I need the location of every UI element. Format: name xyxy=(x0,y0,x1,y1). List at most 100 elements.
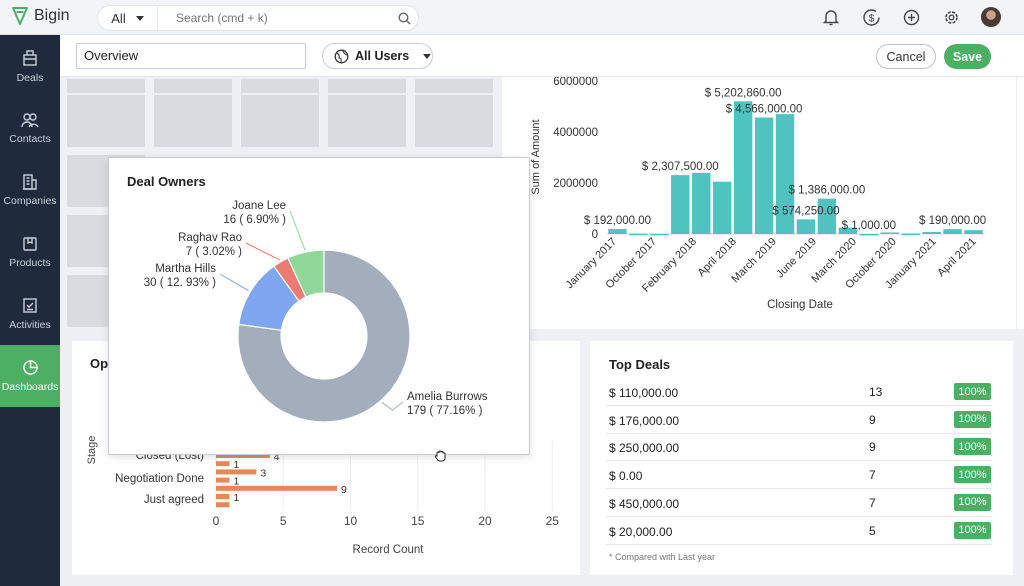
bar-data-label: $ 1,000.00 xyxy=(842,220,896,232)
stage-bar-value: 9 xyxy=(341,484,347,496)
deal-amount: $ 250,000.00 xyxy=(609,441,680,456)
deal-percent-badge: 100% xyxy=(954,410,991,428)
table-row[interactable]: $ 110,000.00 13 100% xyxy=(606,379,992,406)
bar-data-label: $ 5,202,860.00 xyxy=(705,87,782,99)
top-deals-title: Top Deals xyxy=(609,357,671,372)
bar-data-label: $ 1,386,000.00 xyxy=(789,185,866,197)
sidebar-item-dashboards[interactable]: Dashboards xyxy=(0,345,60,407)
contacts-icon xyxy=(21,112,39,127)
amount-bar[interactable] xyxy=(901,233,920,235)
table-row[interactable]: $ 0.00 7 100% xyxy=(606,462,992,490)
search-scope-select[interactable]: All xyxy=(98,6,158,30)
stage-bar[interactable] xyxy=(216,502,230,508)
deal-percent-badge: 100% xyxy=(954,438,991,456)
stage-bar[interactable] xyxy=(216,469,257,475)
deal-count: 5 xyxy=(869,523,876,538)
stage-bar[interactable] xyxy=(216,494,230,499)
sidebar-item-label: Activities xyxy=(9,319,51,331)
sidebar-item-deals[interactable]: Deals xyxy=(0,35,60,97)
x-tick-label: April 2021 xyxy=(935,236,979,280)
amount-bar[interactable] xyxy=(943,229,962,234)
amount-bar[interactable] xyxy=(712,181,732,234)
donut-label-name: Raghav Rao xyxy=(178,232,242,244)
bell-icon[interactable] xyxy=(820,6,842,28)
bar-data-label: $ 192,000.00 xyxy=(584,215,651,227)
user-avatar[interactable] xyxy=(980,6,1002,28)
bar-data-label: $ 574,250.00 xyxy=(772,205,839,217)
search-bar: All xyxy=(97,5,419,31)
amount-bar[interactable] xyxy=(650,233,669,236)
x-tick-label: 10 xyxy=(344,514,358,528)
plus-circle-icon[interactable] xyxy=(900,6,922,28)
sidebar-item-activities[interactable]: Activities xyxy=(0,283,60,345)
donut-label-name: Joane Lee xyxy=(232,200,286,212)
stage-chart-title: Op xyxy=(90,356,109,371)
dashboard-name-field[interactable]: Overview xyxy=(76,43,306,69)
dollar-refresh-icon[interactable]: $ xyxy=(860,6,882,28)
sidebar-item-contacts[interactable]: Contacts xyxy=(0,97,60,159)
sidebar-item-label: Deals xyxy=(16,71,44,84)
sidebar-item-label: Contacts xyxy=(9,132,51,145)
y-tick-label: 0 xyxy=(592,229,598,241)
top-deals-footnote: * Compared with Last year xyxy=(609,552,716,562)
amount-bar[interactable] xyxy=(964,230,983,234)
amount-bar[interactable] xyxy=(796,219,816,234)
stage-category-label: Negotiation Done xyxy=(115,473,204,485)
save-button[interactable]: Save xyxy=(944,44,991,69)
deal-count: 9 xyxy=(869,412,876,427)
globe-icon xyxy=(334,49,349,63)
gear-icon[interactable] xyxy=(940,6,962,28)
app-name: Bigin xyxy=(34,7,70,24)
amount-bar[interactable] xyxy=(880,232,899,234)
table-row[interactable]: $ 176,000.00 9 100% xyxy=(606,407,992,434)
users-filter-dropdown[interactable]: All Users xyxy=(322,43,433,69)
deal-owners-popup[interactable]: Deal Owners Amelia Burrows 179 ( 77.16% )… xyxy=(108,157,530,455)
amount-bar[interactable] xyxy=(775,114,795,234)
dashboards-icon xyxy=(22,360,38,375)
amount-bar[interactable] xyxy=(922,231,941,234)
amount-bar[interactable] xyxy=(733,101,753,234)
donut-label-value: 179 ( 77.16% ) xyxy=(407,405,483,417)
top-deals-panel: Top Deals xyxy=(590,341,1013,575)
stage-bar[interactable] xyxy=(216,461,230,467)
y-tick-label: 4000000 xyxy=(553,127,598,139)
amount-bar[interactable] xyxy=(671,175,690,234)
table-row[interactable]: $ 450,000.00 7 100% xyxy=(606,490,992,517)
deal-count: 7 xyxy=(869,495,876,510)
donut-leader-line xyxy=(289,210,306,251)
cancel-button[interactable]: Cancel xyxy=(876,44,936,69)
brand[interactable]: Bigin xyxy=(12,7,70,25)
amount-bar[interactable] xyxy=(608,229,627,234)
search-icon[interactable] xyxy=(390,11,418,25)
donut-leader-line xyxy=(219,273,249,292)
sidebar-item-products[interactable]: Products xyxy=(0,221,60,283)
donut-label-value: 7 ( 3.02% ) xyxy=(186,246,242,258)
sidebar-item-companies[interactable]: Companies xyxy=(0,159,60,221)
deal-owners-title: Deal Owners xyxy=(127,174,206,189)
donut-slice[interactable] xyxy=(237,249,411,423)
search-input[interactable] xyxy=(158,11,390,25)
donut-slice[interactable] xyxy=(287,249,325,298)
stage-category-label: Just agreed xyxy=(144,494,204,506)
amount-bar[interactable] xyxy=(859,233,879,236)
stage-bar[interactable] xyxy=(216,453,270,458)
x-axis-label: Record Count xyxy=(353,544,425,556)
stage-bar[interactable] xyxy=(216,477,230,483)
donut-label-name: Amelia Burrows xyxy=(407,391,488,403)
deal-amount: $ 0.00 xyxy=(609,469,643,484)
stage-bar[interactable] xyxy=(216,485,338,491)
products-icon xyxy=(23,236,37,251)
deals-icon xyxy=(23,49,37,66)
x-tick-label: 20 xyxy=(478,514,492,528)
amount-bar[interactable] xyxy=(817,198,837,234)
amount-bar[interactable] xyxy=(838,227,858,234)
deal-percent-badge: 100% xyxy=(954,493,991,511)
stage-bar-value: 1 xyxy=(233,459,239,471)
table-row[interactable]: $ 250,000.00 9 100% xyxy=(606,434,992,462)
table-row[interactable]: $ 20,000.00 5 100% xyxy=(606,518,992,545)
amount-bar[interactable] xyxy=(629,233,648,236)
amount-bar[interactable] xyxy=(692,172,711,234)
deal-percent-badge: 100% xyxy=(954,466,991,484)
amount-bar[interactable] xyxy=(754,117,774,234)
sidebar-item-label: Companies xyxy=(3,195,57,207)
